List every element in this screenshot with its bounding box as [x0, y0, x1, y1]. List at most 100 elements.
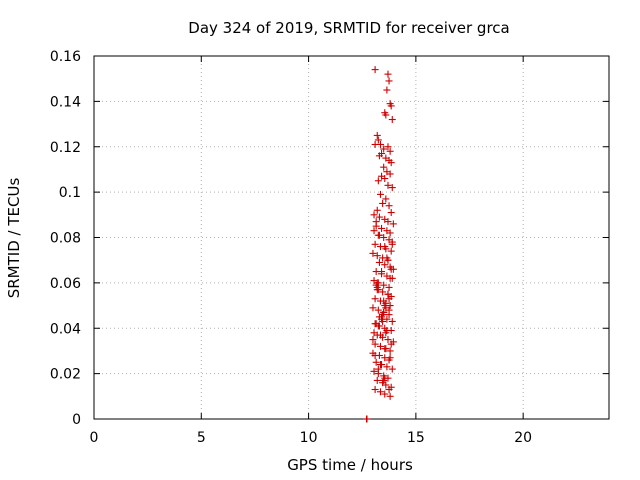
x-axis-label: GPS time / hours — [287, 456, 413, 474]
y-tick-label: 0.08 — [50, 231, 81, 247]
data-point — [382, 195, 390, 203]
data-point — [387, 159, 395, 167]
y-tick-label: 0.1 — [59, 185, 81, 201]
data-point — [378, 268, 386, 276]
data-point — [381, 345, 389, 353]
y-tick-label: 0.16 — [50, 49, 81, 65]
y-axis-label: SRMTID / TECUs — [5, 178, 23, 299]
data-point — [384, 70, 392, 78]
data-point — [363, 415, 371, 423]
data-point — [387, 247, 395, 255]
data-point — [384, 143, 392, 151]
y-tick-labels: 0 0.02 0.04 0.06 0.08 0.1 0.12 0.14 0.16 — [50, 49, 81, 428]
data-point — [385, 386, 393, 394]
data-point — [369, 304, 377, 312]
data-point — [379, 311, 387, 319]
data-point — [383, 327, 391, 335]
data-point — [389, 220, 397, 228]
data-points — [363, 66, 397, 423]
data-point — [385, 77, 393, 85]
data-point — [382, 154, 390, 162]
data-point — [372, 358, 380, 366]
data-point — [374, 365, 382, 373]
x-tick-label: 0 — [90, 430, 99, 446]
data-point — [373, 252, 381, 260]
data-point — [371, 320, 379, 328]
data-point — [373, 283, 381, 291]
data-point — [381, 243, 389, 251]
data-point — [388, 317, 396, 325]
data-point — [386, 392, 394, 400]
data-point — [383, 363, 391, 371]
x-tick-label: 15 — [407, 430, 425, 446]
data-point — [379, 288, 387, 296]
data-point — [378, 224, 386, 232]
data-point — [380, 281, 388, 289]
data-point — [378, 150, 386, 158]
data-point — [384, 218, 392, 226]
data-point — [373, 376, 381, 384]
data-point — [382, 381, 390, 389]
y-tick-label: 0 — [72, 412, 81, 428]
data-point — [374, 136, 382, 144]
y-tick-label: 0.12 — [50, 140, 81, 156]
data-point — [388, 184, 396, 192]
data-point — [371, 386, 379, 394]
data-point — [376, 361, 384, 369]
data-point — [387, 265, 395, 273]
data-point — [371, 351, 379, 359]
data-point — [373, 206, 381, 214]
data-point — [386, 274, 394, 282]
data-point — [384, 181, 392, 189]
data-point — [378, 315, 386, 323]
data-point — [381, 390, 389, 398]
data-point — [373, 131, 381, 139]
plot-frame — [93, 55, 610, 420]
y-tick-label: 0.02 — [50, 367, 81, 383]
data-point — [386, 347, 394, 355]
data-point — [384, 256, 392, 264]
data-point — [376, 342, 384, 350]
data-point — [380, 234, 388, 241]
data-point — [385, 283, 393, 291]
y-tick-label: 0.06 — [50, 276, 81, 292]
data-point — [388, 365, 396, 373]
data-point — [380, 163, 388, 171]
data-point — [383, 86, 391, 94]
data-point — [382, 111, 390, 119]
data-point — [380, 297, 388, 305]
data-point — [371, 66, 379, 74]
y-tick-label: 0.14 — [50, 94, 81, 110]
data-point — [381, 175, 389, 183]
grid-lines — [94, 56, 609, 419]
data-point — [380, 145, 388, 153]
data-point — [387, 340, 395, 348]
data-point — [386, 170, 394, 178]
data-point — [370, 227, 378, 235]
data-point — [388, 116, 396, 124]
data-point — [388, 240, 396, 248]
data-point — [371, 340, 379, 348]
data-point — [371, 295, 379, 303]
data-point — [375, 258, 383, 266]
data-point — [382, 304, 390, 312]
data-point — [385, 295, 393, 303]
data-point — [370, 211, 378, 219]
data-point — [372, 218, 380, 226]
data-point — [369, 249, 377, 257]
data-point — [387, 209, 395, 217]
x-tick-label: 20 — [514, 430, 532, 446]
data-point — [381, 261, 389, 269]
data-point — [376, 388, 384, 396]
data-point — [380, 376, 388, 384]
data-point — [374, 177, 382, 185]
data-point — [371, 240, 379, 248]
axis-ticks — [93, 55, 609, 420]
data-point — [386, 147, 394, 155]
x-tick-label: 10 — [300, 430, 318, 446]
data-point — [385, 202, 393, 210]
data-point — [384, 336, 392, 344]
data-point — [369, 336, 377, 344]
data-point — [376, 331, 384, 339]
data-point — [379, 199, 387, 207]
